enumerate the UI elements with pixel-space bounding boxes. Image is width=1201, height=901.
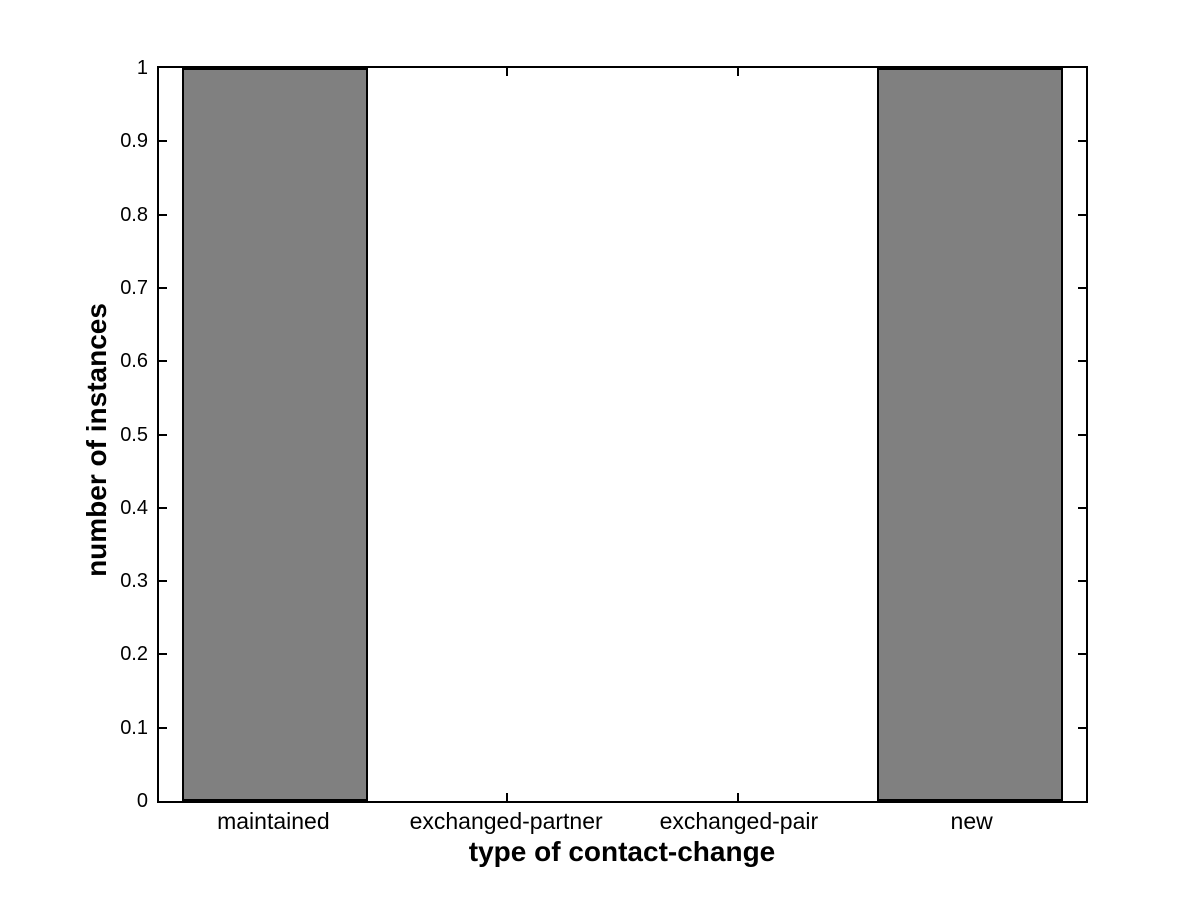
y-tick-label: 1 (136, 57, 148, 79)
y-tick-mark (1078, 360, 1086, 362)
y-tick-label: 0.2 (120, 643, 148, 665)
y-tick-mark (159, 653, 167, 655)
y-tick-mark (159, 214, 167, 216)
plot-area (157, 66, 1088, 803)
y-tick-label: 0.9 (120, 130, 148, 152)
y-tick-label: 0.3 (120, 570, 148, 592)
bar-new (877, 68, 1063, 801)
x-category-labels: maintained exchanged-partner exchanged-pai… (157, 808, 1088, 838)
x-tick-mark (506, 793, 508, 801)
y-tick-label: 0.5 (120, 424, 148, 446)
y-tick-label: 0.7 (120, 277, 148, 299)
y-tick-label: 0 (136, 790, 148, 812)
y-tick-mark (159, 727, 167, 729)
x-category-label: new (950, 808, 993, 834)
x-tick-mark (737, 793, 739, 801)
y-tick-mark (1078, 140, 1086, 142)
y-tick-label: 0.6 (120, 350, 148, 372)
y-tick-mark (159, 507, 167, 509)
y-tick-mark (159, 140, 167, 142)
y-tick-mark (1078, 580, 1086, 582)
y-tick-mark (1078, 214, 1086, 216)
y-tick-label: 0.4 (120, 497, 148, 519)
y-tick-label: 0.8 (120, 204, 148, 226)
y-tick-mark (1078, 507, 1086, 509)
y-tick-labels: 0 0.1 0.2 0.3 0.4 0.5 0.6 0.7 0.8 0.9 1 (0, 57, 148, 812)
bar-maintained (182, 68, 368, 801)
x-category-label: exchanged-partner (409, 808, 603, 834)
y-tick-mark (159, 580, 167, 582)
y-tick-mark (1078, 287, 1086, 289)
x-tick-mark (506, 68, 508, 76)
y-tick-mark (159, 434, 167, 436)
y-tick-label: 0.1 (120, 717, 148, 739)
y-tick-mark (1078, 434, 1086, 436)
x-axis-label: type of contact-change (468, 836, 776, 867)
y-tick-mark (159, 287, 167, 289)
y-tick-mark (159, 360, 167, 362)
x-category-label: maintained (217, 808, 330, 834)
x-category-label: exchanged-pair (659, 808, 819, 834)
x-tick-mark (737, 68, 739, 76)
y-tick-mark (1078, 727, 1086, 729)
y-tick-mark (1078, 653, 1086, 655)
